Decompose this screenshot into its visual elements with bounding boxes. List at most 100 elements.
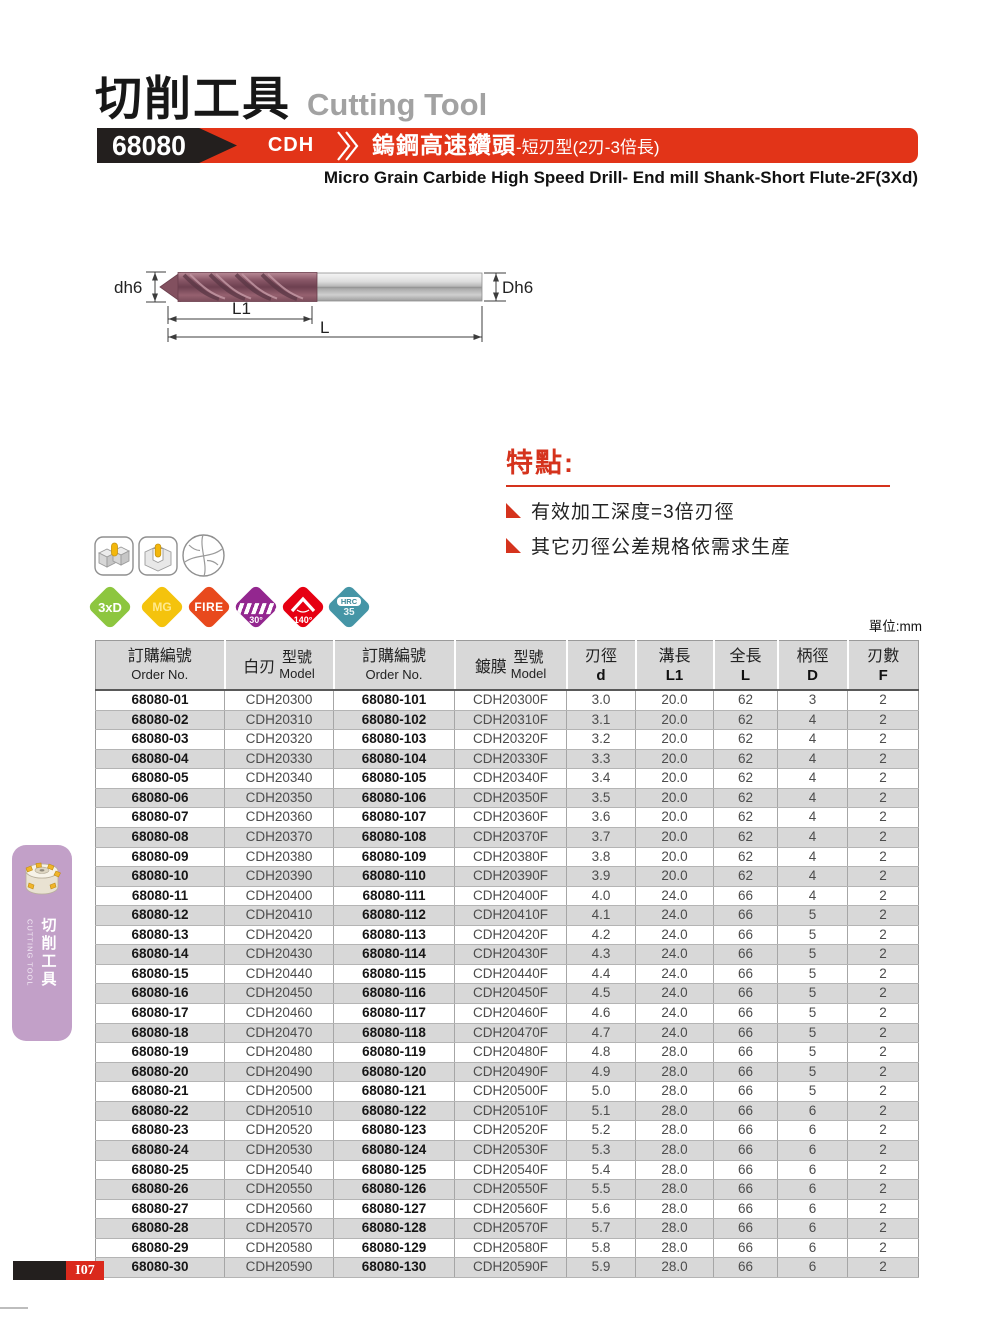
- cell-shank-diameter: 4: [777, 886, 848, 907]
- cell-order-no-uncoated: 68080-15: [95, 964, 225, 985]
- sidebar-tab-zh: 切削工具: [39, 917, 57, 989]
- cell-overall-length: 66: [713, 1003, 778, 1024]
- banner-title: 鎢鋼高速鑽頭-短刃型(2刃-3倍長): [372, 128, 660, 163]
- table-row: 68080-17 CDH20460 68080-117 CDH20460F 4.…: [95, 1003, 919, 1024]
- cell-diameter: 4.5: [566, 983, 636, 1004]
- cell-flute-length: 28.0: [635, 1140, 714, 1161]
- cell-flute-length: 28.0: [635, 1062, 714, 1083]
- col-header-order-no-coated: 訂購編號 Order No.: [332, 640, 455, 691]
- cell-order-no-coated: 68080-107: [333, 807, 455, 828]
- cell-order-no-uncoated: 68080-13: [95, 925, 225, 946]
- cell-flutes: 2: [847, 690, 919, 711]
- cell-flute-length: 24.0: [635, 944, 714, 965]
- side-drilling-icon: [94, 536, 134, 576]
- cell-diameter: 3.9: [566, 866, 636, 887]
- cell-order-no-coated: 68080-119: [333, 1042, 455, 1063]
- cell-flutes: 2: [847, 1160, 919, 1181]
- cell-flute-length: 20.0: [635, 866, 714, 887]
- banner-red-bar: [185, 128, 918, 163]
- cell-model-uncoated: CDH20420: [224, 925, 334, 946]
- cell-model-coated: CDH20460F: [454, 1003, 567, 1024]
- table-row: 68080-22 CDH20510 68080-122 CDH20510F 5.…: [95, 1101, 919, 1122]
- cell-order-no-uncoated: 68080-27: [95, 1199, 225, 1220]
- cell-order-no-coated: 68080-101: [333, 690, 455, 711]
- cell-model-uncoated: CDH20390: [224, 866, 334, 887]
- cell-order-no-coated: 68080-103: [333, 729, 455, 750]
- cell-overall-length: 62: [713, 768, 778, 789]
- table-row: 68080-11 CDH20400 68080-111 CDH20400F 4.…: [95, 886, 919, 907]
- cell-flute-length: 28.0: [635, 1218, 714, 1239]
- table-row: 68080-29 CDH20580 68080-129 CDH20580F 5.…: [95, 1238, 919, 1259]
- cell-model-coated: CDH20520F: [454, 1120, 567, 1141]
- cell-model-uncoated: CDH20340: [224, 768, 334, 789]
- cell-flute-length: 20.0: [635, 710, 714, 731]
- cell-overall-length: 66: [713, 1238, 778, 1259]
- features-list: 有效加工深度=3倍刃徑 其它刃徑公差規格依需求生産: [506, 497, 918, 559]
- cell-flutes: 2: [847, 1238, 919, 1259]
- cell-model-uncoated: CDH20540: [224, 1160, 334, 1181]
- cell-flute-length: 28.0: [635, 1238, 714, 1259]
- badge-hrc-35: HRC 35: [326, 584, 372, 630]
- cell-flute-length: 20.0: [635, 788, 714, 809]
- cell-flutes: 2: [847, 1042, 919, 1063]
- cell-diameter: 5.7: [566, 1218, 636, 1239]
- cell-flutes: 2: [847, 768, 919, 789]
- cell-order-no-coated: 68080-113: [333, 925, 455, 946]
- point-angle-icon: [290, 596, 316, 613]
- cell-shank-diameter: 5: [777, 905, 848, 926]
- cell-order-no-coated: 68080-129: [333, 1238, 455, 1259]
- cell-model-uncoated: CDH20590: [224, 1257, 334, 1278]
- cell-flutes: 2: [847, 905, 919, 926]
- cell-diameter: 4.4: [566, 964, 636, 985]
- triangle-bullet-icon: [506, 538, 521, 553]
- cell-overall-length: 66: [713, 1120, 778, 1141]
- cell-order-no-uncoated: 68080-18: [95, 1023, 225, 1044]
- footer-crop-mark: [0, 1307, 28, 1309]
- cell-order-no-uncoated: 68080-21: [95, 1081, 225, 1102]
- cell-diameter: 4.2: [566, 925, 636, 946]
- cell-overall-length: 66: [713, 1160, 778, 1181]
- cell-shank-diameter: 5: [777, 925, 848, 946]
- cell-model-coated: CDH20490F: [454, 1062, 567, 1083]
- cell-flute-length: 24.0: [635, 1023, 714, 1044]
- cell-overall-length: 62: [713, 788, 778, 809]
- cell-model-coated: CDH20310F: [454, 710, 567, 731]
- cell-flute-length: 20.0: [635, 749, 714, 770]
- table-header: 訂購編號 Order No. 白刃 型號 Model 訂購編號 Order No…: [95, 640, 919, 691]
- cell-order-no-coated: 68080-112: [333, 905, 455, 926]
- cell-order-no-uncoated: 68080-10: [95, 866, 225, 887]
- badge-point-140: 140°: [280, 584, 326, 630]
- cell-model-uncoated: CDH20330: [224, 749, 334, 770]
- table-row: 68080-05 CDH20340 68080-105 CDH20340F 3.…: [95, 768, 919, 789]
- cell-order-no-uncoated: 68080-03: [95, 729, 225, 750]
- cell-flutes: 2: [847, 807, 919, 828]
- cell-shank-diameter: 4: [777, 710, 848, 731]
- cell-order-no-coated: 68080-111: [333, 886, 455, 907]
- cell-model-uncoated: CDH20450: [224, 983, 334, 1004]
- cell-shank-diameter: 6: [777, 1257, 848, 1278]
- cell-model-uncoated: CDH20400: [224, 886, 334, 907]
- cell-model-coated: CDH20590F: [454, 1257, 567, 1278]
- cell-shank-diameter: 6: [777, 1238, 848, 1259]
- features-underline: [506, 485, 890, 487]
- cell-order-no-coated: 68080-126: [333, 1179, 455, 1200]
- col-header-model-uncoated: 白刃 型號 Model: [223, 640, 334, 691]
- cell-order-no-coated: 68080-108: [333, 827, 455, 848]
- cell-shank-diameter: 4: [777, 866, 848, 887]
- cell-shank-diameter: 6: [777, 1101, 848, 1122]
- cell-order-no-uncoated: 68080-12: [95, 905, 225, 926]
- cell-diameter: 4.6: [566, 1003, 636, 1024]
- cell-flutes: 2: [847, 749, 919, 770]
- cell-shank-diameter: 6: [777, 1199, 848, 1220]
- cell-diameter: 5.6: [566, 1199, 636, 1220]
- cell-overall-length: 66: [713, 1257, 778, 1278]
- cell-order-no-uncoated: 68080-05: [95, 768, 225, 789]
- col-header-diameter: 刃徑 d: [565, 640, 636, 691]
- table-row: 68080-07 CDH20360 68080-107 CDH20360F 3.…: [95, 807, 919, 828]
- drill-point-icon: [182, 534, 225, 577]
- cell-order-no-uncoated: 68080-14: [95, 944, 225, 965]
- cell-shank-diameter: 4: [777, 788, 848, 809]
- cell-overall-length: 66: [713, 1062, 778, 1083]
- cell-order-no-coated: 68080-123: [333, 1120, 455, 1141]
- col-header-shank-diameter: 柄徑 D: [776, 640, 848, 691]
